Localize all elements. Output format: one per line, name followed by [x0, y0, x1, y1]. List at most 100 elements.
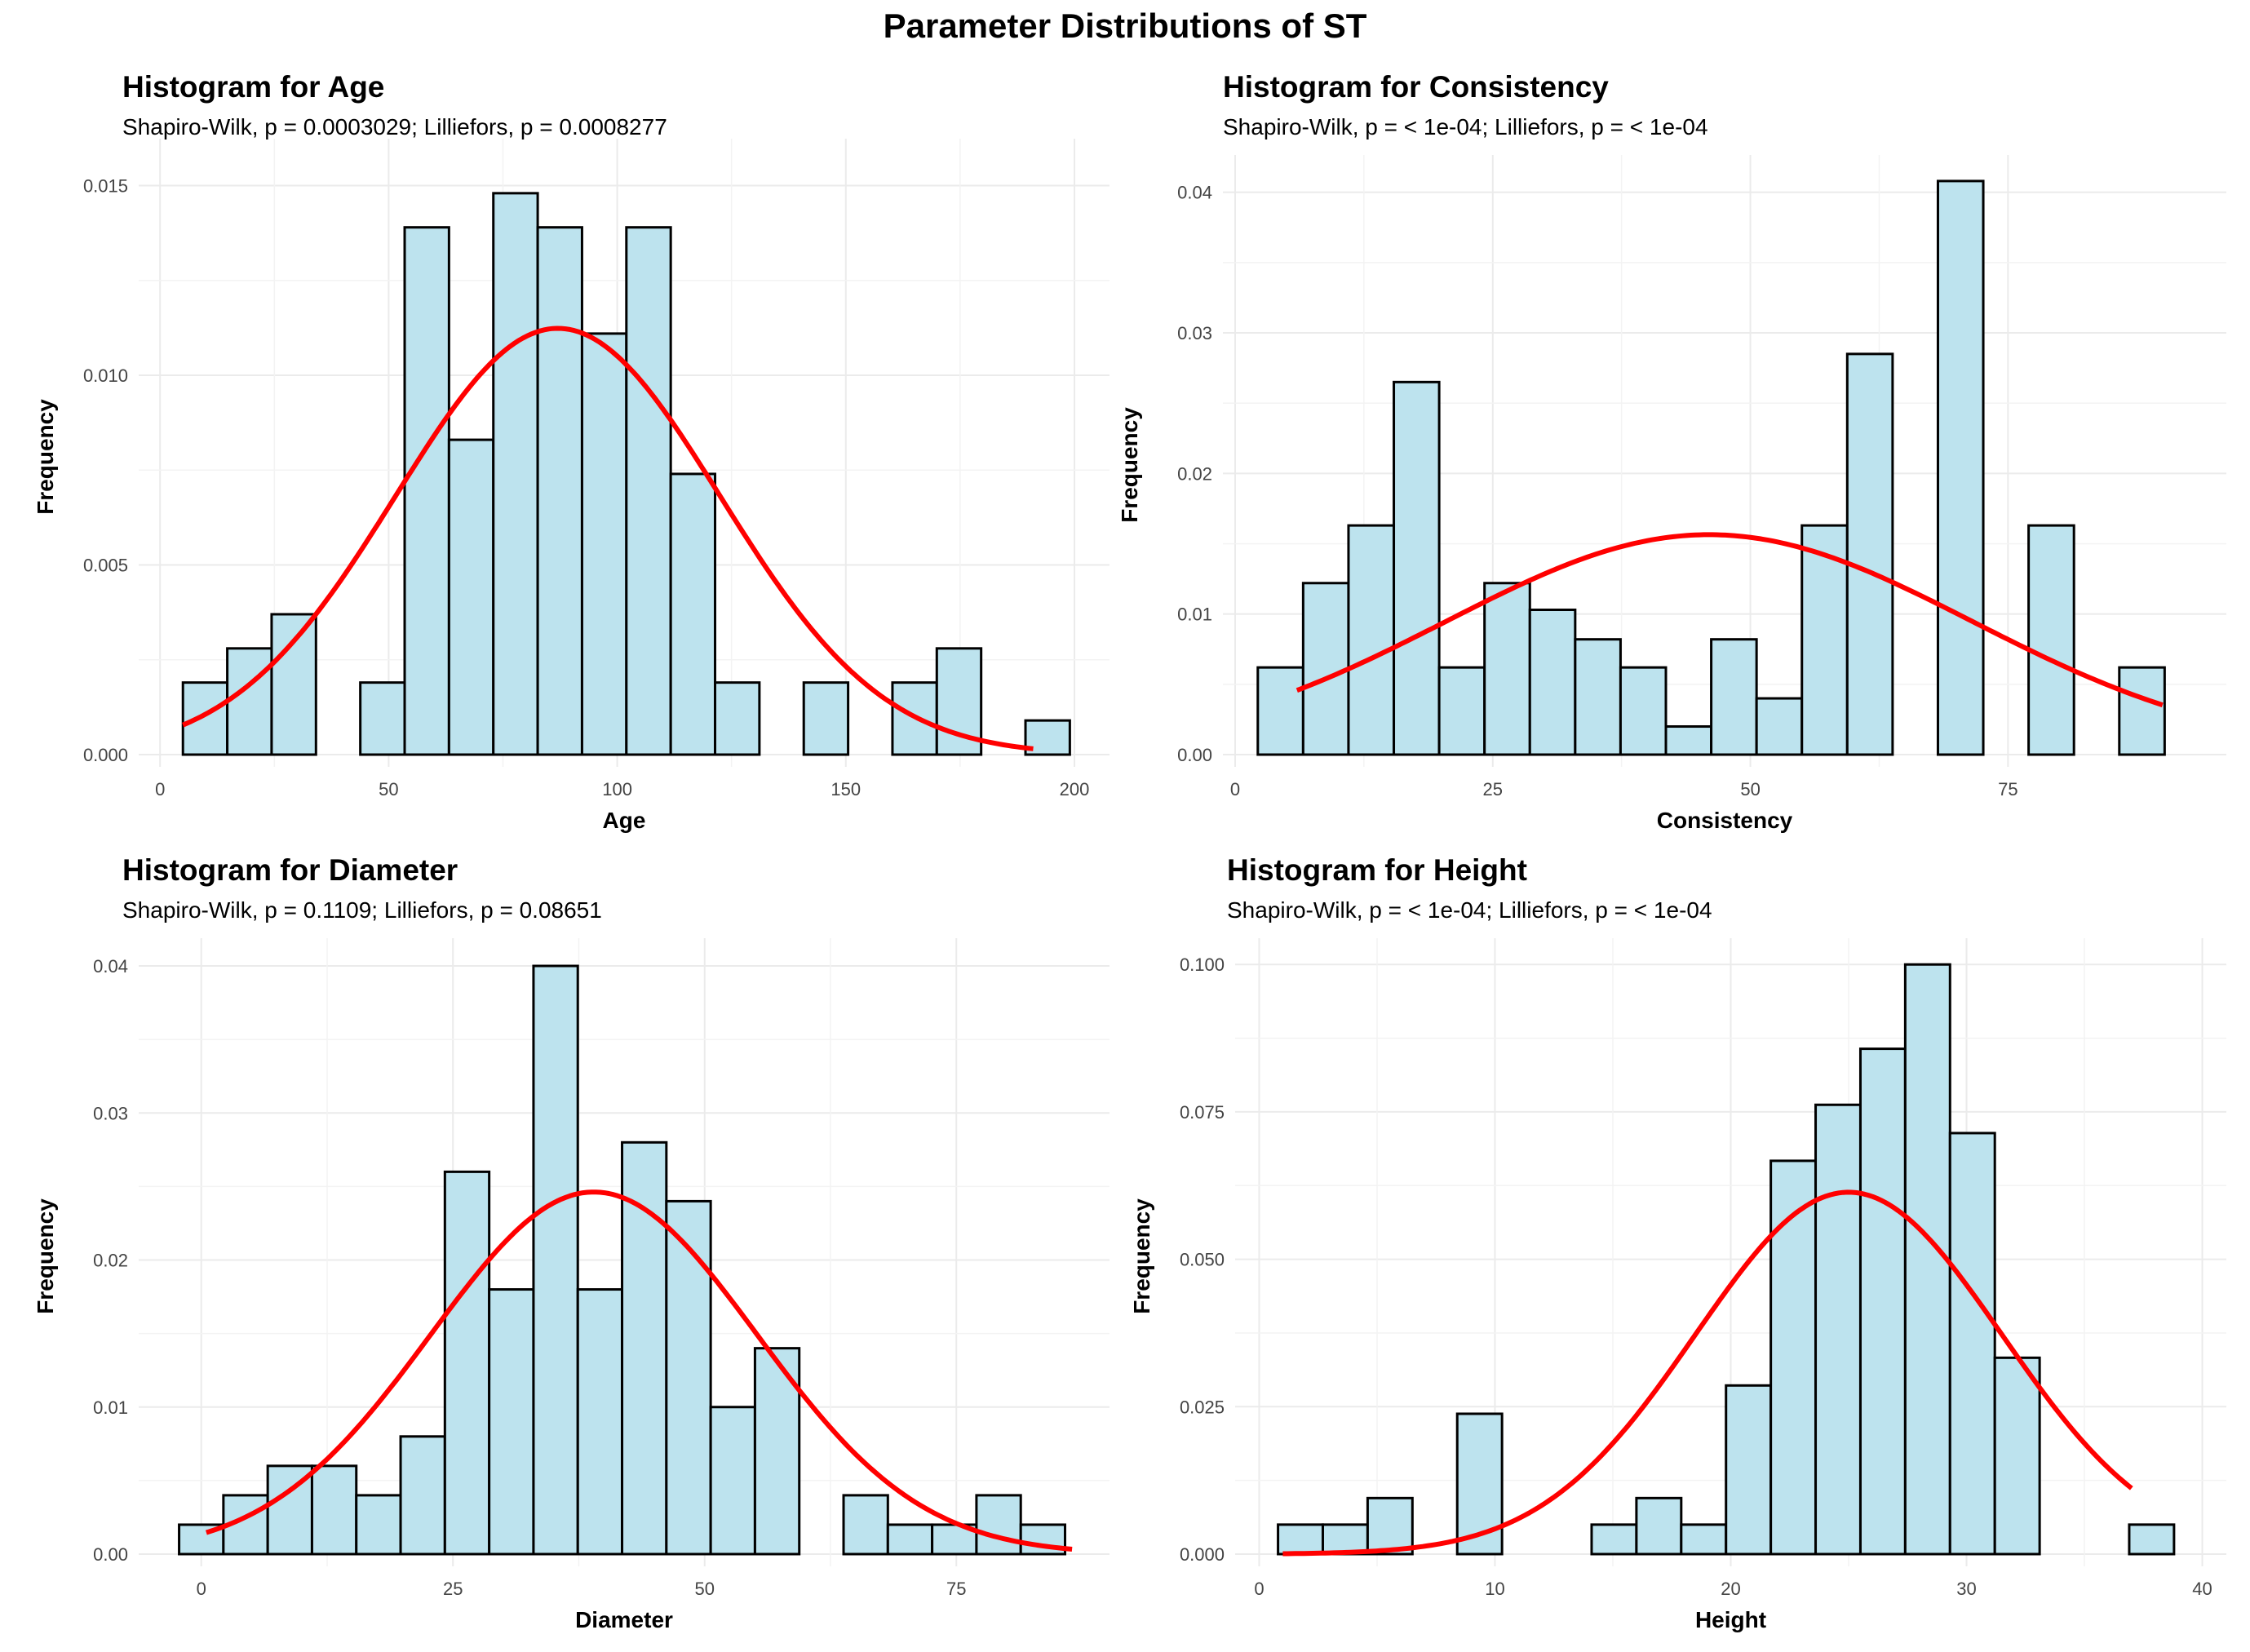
- x-tick-label: 50: [1740, 779, 1760, 799]
- x-axis-title: Age: [603, 808, 646, 833]
- age-histogram-panel: Histogram for Age Shapiro-Wilk, p = 0.00…: [0, 65, 1125, 869]
- histogram-bar: [1755, 697, 1804, 756]
- panel-subtitle: Shapiro-Wilk, p = 0.0003029; Lilliefors,…: [122, 114, 667, 140]
- y-tick-label: 0.050: [1180, 1250, 1225, 1270]
- histogram-bar: [886, 1523, 934, 1556]
- histogram-bar: [1483, 582, 1531, 756]
- histogram-bar: [310, 1464, 358, 1556]
- histogram-bar: [1635, 1496, 1683, 1556]
- x-tick-label: 150: [830, 779, 861, 799]
- histogram-bar: [1347, 524, 1396, 756]
- y-axis-title: Frequency: [33, 399, 58, 515]
- y-tick-label: 0.00: [93, 1544, 128, 1565]
- y-tick-label: 0.100: [1180, 954, 1225, 975]
- histogram-bar: [580, 332, 628, 756]
- y-tick-label: 0.04: [93, 956, 128, 977]
- x-axis-title: Consistency: [1657, 808, 1793, 833]
- density-curve: [182, 326, 1034, 751]
- histogram-bar: [1277, 1523, 1324, 1556]
- x-axis-title: Diameter: [575, 1607, 673, 1632]
- x-tick-label: 200: [1060, 779, 1090, 799]
- histogram-bar: [1664, 725, 1713, 756]
- histogram-bar: [1814, 1103, 1862, 1556]
- histogram-bar: [2128, 1523, 2176, 1556]
- histogram-bar: [802, 681, 850, 756]
- histogram-bar: [532, 964, 579, 1556]
- panel-title: Histogram for Height: [1227, 853, 1527, 887]
- histogram-bar: [1948, 1132, 1996, 1556]
- histogram-bar: [1528, 609, 1577, 756]
- consistency-histogram-chart: 0 25 50 75 0.00 0.01 0.02 0.03 0.04 Consistency Fr…: [1117, 155, 2226, 833]
- y-tick-label: 0.005: [83, 556, 128, 576]
- y-tick-label: 0.025: [1180, 1397, 1225, 1417]
- histogram-bar: [403, 226, 450, 756]
- histogram-bar: [181, 681, 229, 756]
- panel-title: Histogram for Age: [122, 70, 385, 104]
- panel-title: Histogram for Diameter: [122, 853, 458, 887]
- histogram-bar: [492, 192, 539, 756]
- histogram-bar: [714, 681, 761, 756]
- diameter-histogram-chart: 0 25 50 75 0.00 0.01 0.02 0.03 0.04 Diameter Frequ…: [33, 938, 1109, 1632]
- x-tick-label: 40: [2192, 1579, 2212, 1599]
- histogram-bar: [1858, 1047, 1907, 1556]
- y-axis-title: Frequency: [1117, 407, 1142, 523]
- density-curve: [205, 1189, 1073, 1552]
- histogram-bar: [2027, 524, 2075, 756]
- x-tick-label: 30: [1956, 1579, 1976, 1599]
- histogram-bar: [1393, 380, 1441, 756]
- x-tick-label: 75: [946, 1579, 966, 1599]
- histogram-bar: [1993, 1356, 2041, 1556]
- histogram-bar: [1800, 524, 1849, 756]
- histogram-bar: [1256, 666, 1304, 756]
- histogram-bar: [359, 681, 406, 756]
- histogram-bar: [1301, 582, 1350, 756]
- consistency-histogram-panel: Histogram for Consistency Shapiro-Wilk, …: [1117, 65, 2250, 869]
- x-tick-label: 75: [1998, 779, 2017, 799]
- x-tick-label: 100: [602, 779, 632, 799]
- histogram-bar: [709, 1406, 756, 1556]
- y-tick-label: 0.00: [1177, 745, 1212, 765]
- histogram-bar: [621, 1140, 668, 1556]
- diameter-histogram-panel: Histogram for Diameter Shapiro-Wilk, p =…: [0, 848, 1125, 1652]
- histogram-bar: [1574, 638, 1622, 756]
- histogram-bar: [443, 1170, 491, 1556]
- panel-subtitle: Shapiro-Wilk, p = < 1e-04; Lilliefors, p…: [1223, 114, 1708, 140]
- histogram-bar: [1710, 638, 1758, 756]
- y-tick-label: 0.000: [1180, 1544, 1225, 1565]
- x-tick-label: 0: [1254, 1579, 1264, 1599]
- y-axis-title: Frequency: [1129, 1198, 1154, 1314]
- histogram-bar: [842, 1494, 889, 1556]
- main-title: Parameter Distributions of ST: [883, 7, 1367, 45]
- histogram-bar: [2118, 666, 2166, 756]
- histogram-bar: [1936, 179, 1985, 756]
- y-tick-label: 0.03: [1177, 323, 1212, 343]
- x-tick-label: 50: [379, 779, 398, 799]
- histogram-bar: [488, 1288, 535, 1556]
- histogram-bar: [1590, 1523, 1638, 1556]
- height-histogram-chart: 0 10 20 30 40 0.000 0.025 0.050 0.075 0.100 Height…: [1129, 938, 2226, 1632]
- histogram-bar: [536, 226, 583, 756]
- y-axis-title: Frequency: [33, 1198, 58, 1314]
- x-tick-label: 50: [694, 1579, 714, 1599]
- histogram-bar: [1680, 1523, 1728, 1556]
- histogram-bar: [1437, 666, 1486, 756]
- panel-subtitle: Shapiro-Wilk, p = < 1e-04; Lilliefors, p…: [1227, 897, 1712, 923]
- x-tick-label: 0: [197, 1579, 206, 1599]
- x-tick-label: 25: [443, 1579, 463, 1599]
- y-tick-label: 0.000: [83, 745, 128, 765]
- histogram-bar: [1725, 1384, 1773, 1556]
- histogram-bar: [975, 1494, 1022, 1556]
- density-curve: [1296, 532, 2164, 708]
- x-axis-title: Height: [1695, 1607, 1766, 1632]
- x-tick-label: 25: [1483, 779, 1503, 799]
- y-tick-label: 0.02: [93, 1251, 128, 1271]
- histogram-bar: [576, 1288, 624, 1556]
- x-tick-label: 0: [1230, 779, 1240, 799]
- x-tick-label: 20: [1721, 1579, 1740, 1599]
- histogram-bar: [669, 472, 717, 756]
- y-tick-label: 0.075: [1180, 1102, 1225, 1123]
- histogram-bar: [1903, 963, 1951, 1556]
- x-tick-label: 0: [155, 779, 165, 799]
- histogram-bar: [270, 613, 317, 756]
- age-histogram-chart: 0 50 100 150 200 0.000 0.005 0.010 0.015 Age Frequ…: [33, 139, 1109, 833]
